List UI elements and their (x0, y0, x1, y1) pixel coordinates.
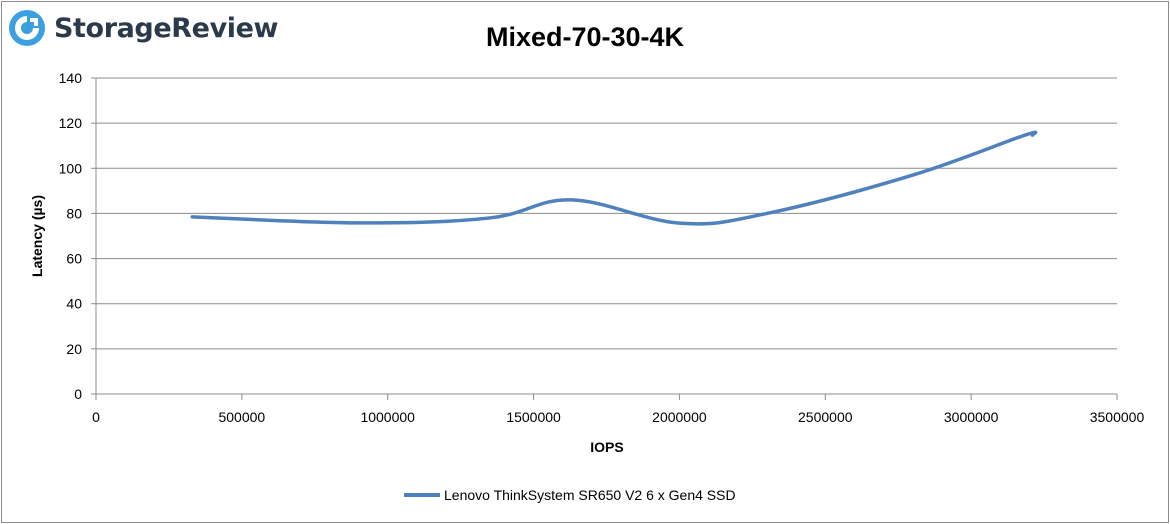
data-point (356, 221, 361, 225)
y-tick-label: 120 (59, 115, 83, 131)
x-tick-label: 1500000 (506, 409, 561, 425)
y-tick-label: 60 (66, 251, 82, 267)
x-tick-label: 3000000 (944, 409, 999, 425)
x-tick-label: 3500000 (1090, 409, 1145, 425)
data-series (190, 130, 1038, 226)
y-tick-label: 100 (59, 160, 83, 176)
x-tick-label: 2000000 (652, 409, 707, 425)
x-tick-labels: 0 500000 1000000 1500000 2000000 2500000 30000… (92, 409, 1144, 425)
data-point (569, 198, 574, 202)
y-tick-label: 40 (66, 296, 82, 312)
data-point (190, 215, 194, 219)
x-tick-label: 1000000 (360, 409, 415, 425)
gridlines (96, 77, 1117, 350)
legend-label: Lenovo ThinkSystem SR650 V2 6 x Gen4 SSD (444, 487, 736, 503)
y-tick-labels: 0 20 40 60 80 100 120 140 (59, 70, 83, 402)
y-tick-label: 20 (66, 341, 82, 357)
x-tick-label: 2500000 (798, 409, 853, 425)
x-axis-label: IOPS (590, 439, 623, 455)
storagereview-logo: StorageReview (8, 8, 278, 48)
data-point (488, 216, 492, 220)
data-point (1030, 133, 1035, 137)
x-tick-label: 0 (92, 409, 100, 425)
storagereview-logo-icon (9, 10, 45, 46)
y-tick-label: 140 (59, 70, 83, 86)
data-point (911, 173, 915, 177)
data-point (765, 211, 769, 216)
y-tick-label: 80 (66, 205, 82, 221)
brand-name: StorageReview (54, 12, 279, 44)
y-axis-label: Latency (µs) (29, 195, 45, 277)
y-tick-label: 0 (74, 386, 82, 402)
data-point (677, 221, 682, 225)
series-line (190, 130, 1038, 226)
data-point (1022, 133, 1026, 138)
axes (91, 77, 1118, 400)
chart-title: Mixed-70-30-4K (486, 22, 685, 52)
legend: Lenovo ThinkSystem SR650 V2 6 x Gen4 SSD (404, 487, 736, 503)
x-tick-label: 500000 (218, 409, 265, 425)
